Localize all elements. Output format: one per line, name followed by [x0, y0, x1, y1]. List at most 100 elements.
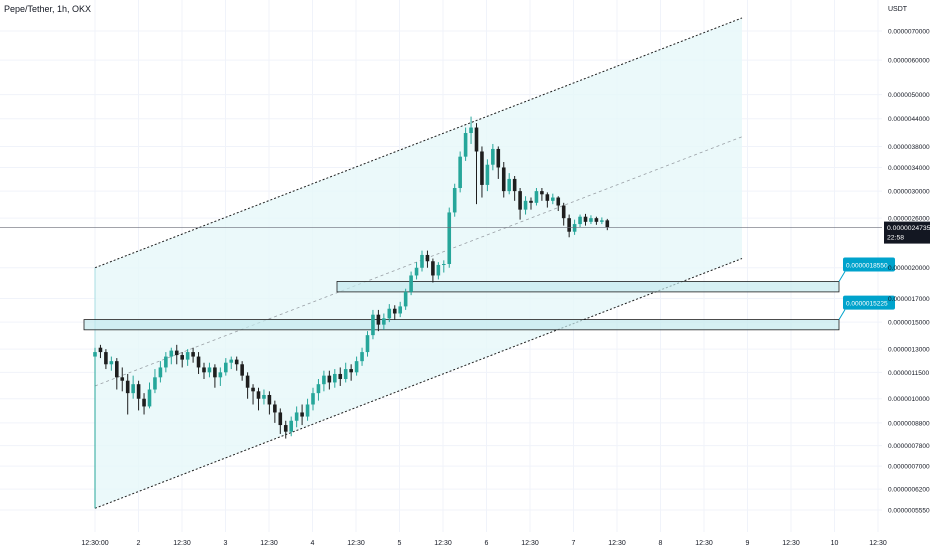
- candle-body: [458, 156, 462, 188]
- candle-body: [327, 375, 332, 383]
- candle-body: [469, 127, 473, 134]
- candle-body: [507, 178, 511, 192]
- candle-body: [104, 352, 108, 365]
- x-tick-label: 12:30: [173, 540, 191, 547]
- candle-body: [409, 275, 413, 292]
- candle-body: [540, 191, 544, 195]
- x-tick-label: 2: [137, 540, 141, 547]
- candle-body: [93, 352, 97, 357]
- y-tick-label: 0.0000006200: [888, 487, 930, 494]
- y-tick-label: 0.0000038000: [888, 144, 930, 151]
- y-tick-label: 0.0000007000: [888, 464, 930, 471]
- chart-title: Pepe/Tether, 1h, OKX: [4, 4, 92, 14]
- candle-body: [360, 352, 364, 362]
- candle-body: [109, 361, 114, 365]
- x-tick-label: 12:30: [521, 540, 539, 547]
- candle-body: [278, 412, 283, 426]
- y-tick-label: 0.0000030000: [888, 189, 930, 196]
- x-tick-label: 12:30: [695, 540, 713, 547]
- candle-body: [262, 394, 266, 399]
- candle-body: [142, 398, 146, 407]
- candle-body: [474, 127, 479, 152]
- candle-body: [213, 367, 217, 378]
- candle-body: [452, 187, 457, 213]
- candle-body: [491, 148, 495, 165]
- candle-body: [229, 359, 234, 363]
- current-price-countdown: 22:58: [887, 235, 904, 242]
- y-tick-label: 0.0000034000: [888, 165, 930, 172]
- candle-body: [583, 216, 588, 222]
- current-price-value: 0.0000024735: [887, 225, 931, 232]
- candle-body: [164, 356, 168, 368]
- candle-body: [158, 367, 163, 378]
- candle-body: [174, 350, 179, 356]
- channel-lower-line: [94, 258, 743, 509]
- candle-body: [403, 291, 408, 307]
- candle-body: [523, 200, 528, 210]
- candle-body: [392, 308, 397, 314]
- time-axis: 12:30:00 2 12:30 3 12:30 4 12:30 5 12:30 6 12:30 7 1…: [81, 540, 886, 547]
- candle-body: [202, 367, 206, 373]
- channel-layer: [94, 17, 743, 509]
- candle-body: [534, 191, 539, 203]
- candle-body: [273, 404, 277, 413]
- candle-body: [349, 369, 353, 373]
- x-tick-label: 6: [485, 540, 489, 547]
- zone-box: [83, 319, 840, 331]
- candle-body: [294, 412, 299, 421]
- channel-fill: [95, 17, 742, 509]
- candle-body: [371, 314, 375, 336]
- candle-body: [605, 220, 610, 228]
- x-tick-label: 12:30: [434, 540, 452, 547]
- zone-badge: [843, 257, 895, 272]
- x-tick-label: 12:30: [347, 540, 365, 547]
- candle-body: [485, 164, 490, 185]
- candle-body: [463, 133, 468, 157]
- candle-body: [578, 216, 582, 225]
- y-tick-label: 0.0000008800: [888, 420, 930, 427]
- candle-body: [338, 373, 343, 380]
- candle-body: [98, 347, 103, 353]
- candle-body: [131, 384, 135, 394]
- candle-body: [447, 212, 452, 265]
- candle-body: [191, 352, 195, 357]
- x-tick-label: 12:30: [260, 540, 278, 547]
- candle-body: [354, 361, 359, 373]
- y-tick-label: 0.0000060000: [888, 58, 930, 65]
- candle-body: [442, 264, 446, 266]
- y-tick-label: 0.0000026000: [888, 216, 930, 223]
- candle-body: [224, 362, 228, 373]
- candle-body: [283, 425, 288, 432]
- candle-body: [136, 384, 141, 399]
- candle-body: [251, 387, 255, 392]
- candle-body: [169, 350, 174, 357]
- x-tick-label: 4: [311, 540, 315, 547]
- x-tick-label: 5: [398, 540, 402, 547]
- y-tick-label: 0.0000050000: [888, 92, 930, 99]
- candle-body: [501, 167, 506, 192]
- zones-layer: 0.0000018550 0.0000015225: [83, 257, 895, 331]
- x-tick-label: 12:30:00: [81, 540, 108, 547]
- candle-body: [376, 314, 381, 325]
- candle-body: [343, 369, 348, 380]
- zone-badge-connector: [838, 271, 846, 282]
- candle-body: [589, 218, 593, 222]
- x-tick-label: 9: [746, 540, 750, 547]
- candle-body: [267, 394, 272, 405]
- channel-upper-line: [94, 17, 743, 269]
- candle-body: [496, 148, 501, 168]
- candle-body: [333, 373, 337, 383]
- candle-body: [551, 197, 555, 201]
- candle-body: [311, 393, 315, 405]
- x-tick-label: 3: [224, 540, 228, 547]
- y-tick-label: 0.0000013000: [888, 347, 930, 354]
- candle-body: [120, 377, 125, 381]
- zone-box: [336, 281, 840, 293]
- candle-body: [398, 306, 402, 314]
- price-axis-unit: USDT: [888, 6, 908, 13]
- candle-body: [322, 375, 326, 385]
- y-tick-label: 0.0000010000: [888, 396, 930, 403]
- candle-body: [125, 380, 130, 394]
- candle-body: [518, 191, 522, 210]
